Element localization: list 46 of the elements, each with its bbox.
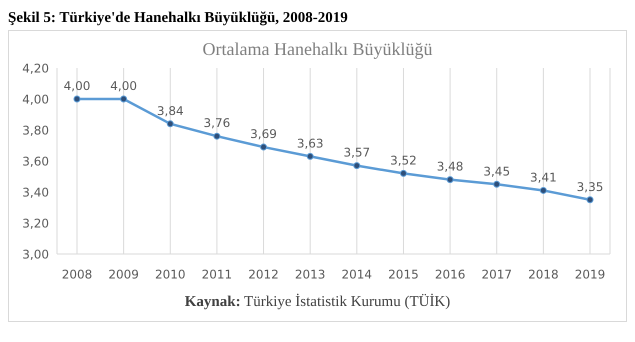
point	[586, 196, 594, 204]
point	[260, 144, 268, 151]
point	[353, 162, 360, 170]
x-tick-label: 2008	[62, 268, 92, 282]
x-tick-label: 2014	[342, 268, 372, 282]
x-tick-label: 2010	[155, 268, 186, 282]
y-tick-label: 3,20	[22, 216, 49, 230]
chart-subtitle: Ortalama Hanehalkı Büyüklüğü	[202, 39, 434, 60]
data-label: 3,63	[296, 136, 324, 150]
x-tick-label: 2009	[108, 268, 139, 282]
data-label: 4,00	[110, 79, 137, 93]
y-tick-label: 3,80	[22, 123, 49, 138]
data-label: 3,35	[576, 180, 604, 194]
x-tick-label: 2015	[388, 268, 419, 282]
x-tick-label: 2019	[574, 268, 606, 282]
chart-title: Şekil 5: Türkiye'de Hanehalkı Büyüklüğü, 2008-2019	[8, 9, 349, 28]
data-label: 3,69	[250, 127, 277, 142]
text: Kaynak: Türkiye İstatistik Kurumu (TÜİK)	[184, 294, 450, 310]
y-tick-label: 4,20	[22, 61, 49, 76]
point	[400, 170, 407, 177]
data-label: 3,45	[483, 164, 510, 178]
point	[120, 96, 128, 102]
y-tick-label: 3,60	[22, 154, 49, 168]
x-tick-label: 2016	[434, 268, 466, 282]
x-tick-label: 2018	[528, 268, 559, 282]
y-tick-label: 3,40	[22, 185, 49, 200]
point	[166, 120, 174, 128]
data-label: 4,00	[64, 79, 90, 93]
point	[74, 96, 80, 102]
y-tick-label: 4,00	[22, 92, 49, 106]
data-label: 3,76	[204, 116, 230, 130]
point	[213, 132, 220, 140]
x-tick-label: 2017	[481, 268, 512, 282]
y-tick-label: 3,00	[22, 247, 49, 262]
data-label: 3,41	[530, 170, 557, 184]
point	[540, 186, 547, 194]
data-label: 3,48	[436, 160, 464, 174]
x-tick-label: 2011	[202, 268, 232, 282]
x-tick-label: 2013	[294, 268, 326, 282]
point	[493, 180, 500, 188]
point	[306, 152, 314, 160]
point	[446, 176, 454, 184]
data-label: 3,84	[156, 104, 184, 118]
x-tick-label: 2012	[248, 268, 279, 282]
data-label: 3,57	[343, 146, 370, 160]
data-label: 3,52	[390, 153, 417, 168]
